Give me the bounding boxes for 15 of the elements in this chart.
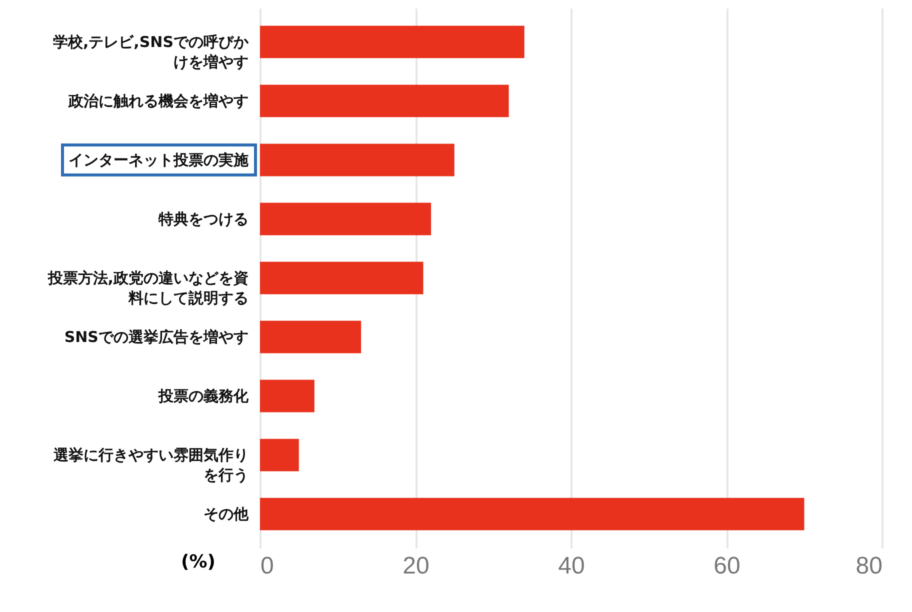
y-tick-label: その他 — [204, 505, 250, 524]
x-tick-label: 80 — [856, 552, 882, 580]
y-tick-label: 特典をつける — [158, 210, 248, 228]
x-axis-title: (%) — [181, 552, 216, 572]
x-tick-label: 40 — [558, 552, 585, 580]
y-tick-label: 投票方法,政党の違いなどを資料にして説明する — [46, 269, 248, 307]
x-tick-label: 20 — [402, 552, 430, 580]
y-tick-label: 投票の義務化 — [158, 387, 250, 406]
x-tick-label: 60 — [714, 552, 740, 580]
y-tick-label: インターネット投票の実施 — [68, 150, 250, 169]
y-tick-label: SNSでの選挙広告を増やす — [64, 328, 248, 346]
y-tick-label: 選挙に行きやすい雰囲気作りを行う — [52, 446, 248, 484]
y-tick-label: 学校,テレビ,SNSでの呼びかけを増やす — [52, 32, 250, 71]
x-tick-label: 0 — [260, 552, 274, 580]
y-tick-label: 政治に触れる機会を増やす — [68, 92, 248, 110]
